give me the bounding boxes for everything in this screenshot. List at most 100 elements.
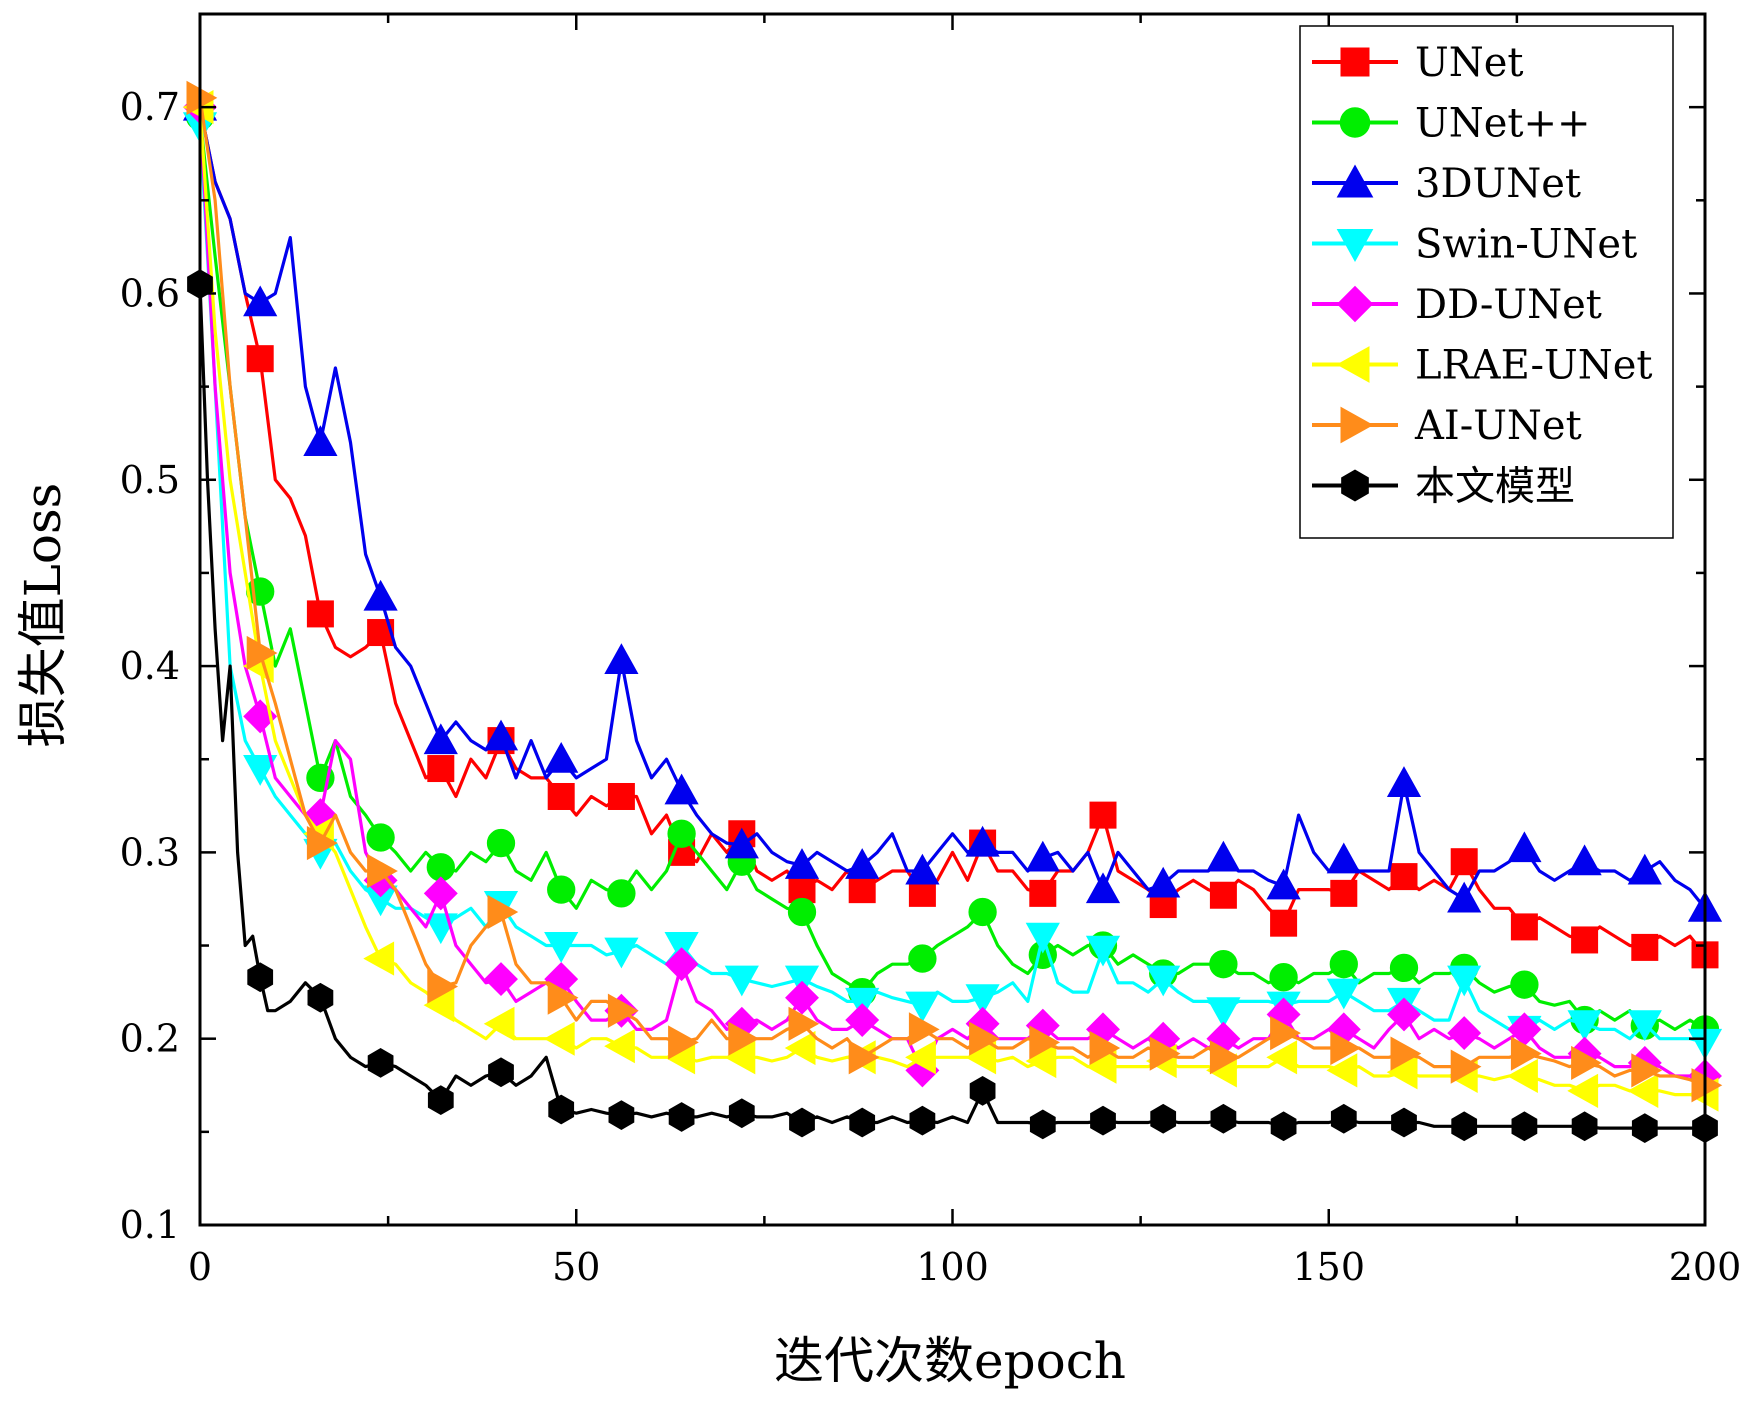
- data-point: [604, 1029, 635, 1064]
- data-point: [1447, 1016, 1482, 1051]
- data-point: [607, 782, 635, 810]
- legend-marker: [1336, 285, 1374, 323]
- data-point: [1386, 766, 1422, 797]
- data-point: [367, 1048, 394, 1078]
- data-point: [905, 853, 940, 885]
- data-point: [486, 828, 516, 858]
- data-point: [427, 1085, 454, 1116]
- data-point: [1387, 997, 1421, 1032]
- x-axis-title: 迭代次数epoch: [774, 1332, 1126, 1390]
- data-point: [1270, 1016, 1301, 1051]
- data-point: [306, 600, 334, 628]
- legend-item: DD-UNet: [1312, 282, 1602, 328]
- data-point: [724, 965, 759, 997]
- data-point: [1571, 1045, 1602, 1081]
- data-point: [724, 827, 759, 859]
- data-point: [306, 825, 338, 861]
- data-point: [908, 879, 936, 907]
- data-point: [1326, 842, 1361, 874]
- y-tick-label: 0.5: [120, 458, 180, 502]
- data-point: [1631, 1113, 1658, 1143]
- data-point: [247, 962, 274, 993]
- x-tick-label: 200: [1669, 1245, 1742, 1289]
- data-point: [1631, 1053, 1663, 1088]
- data-point: [784, 848, 820, 879]
- data-point: [1567, 1010, 1602, 1042]
- data-point: [483, 719, 519, 751]
- data-point: [1209, 1040, 1241, 1075]
- legend-item: UNet: [1312, 40, 1523, 86]
- data-point: [1085, 935, 1121, 967]
- data-point: [1090, 1105, 1116, 1136]
- data-point: [423, 723, 458, 755]
- data-point: [1511, 1111, 1538, 1142]
- series-本文模型: [187, 269, 1718, 1143]
- data-point: [784, 1030, 816, 1066]
- y-tick-label: 0.7: [120, 85, 180, 129]
- data-point: [728, 1021, 760, 1056]
- data-point: [607, 993, 639, 1028]
- data-point: [484, 962, 518, 997]
- legend-marker: [1340, 47, 1370, 77]
- data-point: [848, 1040, 880, 1075]
- data-point: [427, 755, 455, 783]
- data-point: [667, 819, 696, 848]
- data-point: [1085, 872, 1121, 904]
- x-tick-label: 100: [916, 1245, 989, 1289]
- data-point: [1029, 879, 1057, 907]
- data-point: [1691, 1068, 1723, 1103]
- data-point: [668, 1102, 695, 1132]
- legend-marker: [1336, 229, 1374, 263]
- data-point: [1266, 1040, 1298, 1075]
- data-point: [1025, 840, 1060, 872]
- data-point: [1089, 1030, 1121, 1066]
- data-point: [1025, 1043, 1057, 1079]
- x-tick-label: 50: [552, 1245, 600, 1289]
- legend-item: Swin-UNet: [1312, 222, 1637, 268]
- data-point: [1270, 1111, 1297, 1142]
- data-point: [1507, 831, 1542, 863]
- data-point: [243, 285, 278, 317]
- legend: UNet UNet++ 3DUNet Swin-UNet DD-UNet LRAE-UNe…: [1299, 25, 1674, 539]
- data-point: [664, 947, 699, 982]
- data-point: [845, 1003, 880, 1038]
- data-point: [965, 1040, 997, 1075]
- legend-marker: [1336, 346, 1370, 383]
- data-point: [1085, 1049, 1117, 1084]
- data-point: [905, 991, 940, 1023]
- data-point: [848, 876, 876, 904]
- data-point: [668, 1025, 699, 1060]
- data-point: [1210, 1103, 1237, 1134]
- data-point: [1149, 1036, 1181, 1071]
- data-point: [487, 894, 519, 930]
- data-point: [1089, 801, 1117, 829]
- data-point: [788, 1006, 820, 1041]
- data-point: [1390, 1036, 1422, 1071]
- legend-item: 本文模型: [1312, 464, 1575, 510]
- legend-item: 3DUNet: [1312, 161, 1581, 207]
- data-point: [548, 1094, 575, 1125]
- data-point: [1206, 997, 1241, 1029]
- data-point: [427, 969, 459, 1004]
- data-point: [1029, 1025, 1061, 1060]
- y-tick-label: 0.3: [120, 830, 180, 874]
- data-point: [1146, 866, 1181, 898]
- data-point: [544, 932, 579, 963]
- data-point: [1330, 1030, 1362, 1066]
- data-point: [246, 635, 278, 671]
- y-axis-title: 损失值Loss: [14, 483, 72, 748]
- data-point: [303, 425, 338, 457]
- data-point: [1209, 881, 1237, 909]
- data-point: [965, 825, 1000, 857]
- data-point: [1567, 1073, 1599, 1108]
- data-point: [363, 579, 398, 611]
- axes-layer: 0 50 100 150 200 0.1 0.2 0.3 0.4 0.5 0.6 0.7: [120, 12, 1742, 1289]
- data-point: [1507, 1058, 1538, 1094]
- data-point: [1029, 1109, 1056, 1140]
- data-point: [789, 1107, 815, 1138]
- series-line: [198, 106, 1707, 956]
- data-point: [787, 897, 817, 927]
- data-point: [849, 1107, 876, 1138]
